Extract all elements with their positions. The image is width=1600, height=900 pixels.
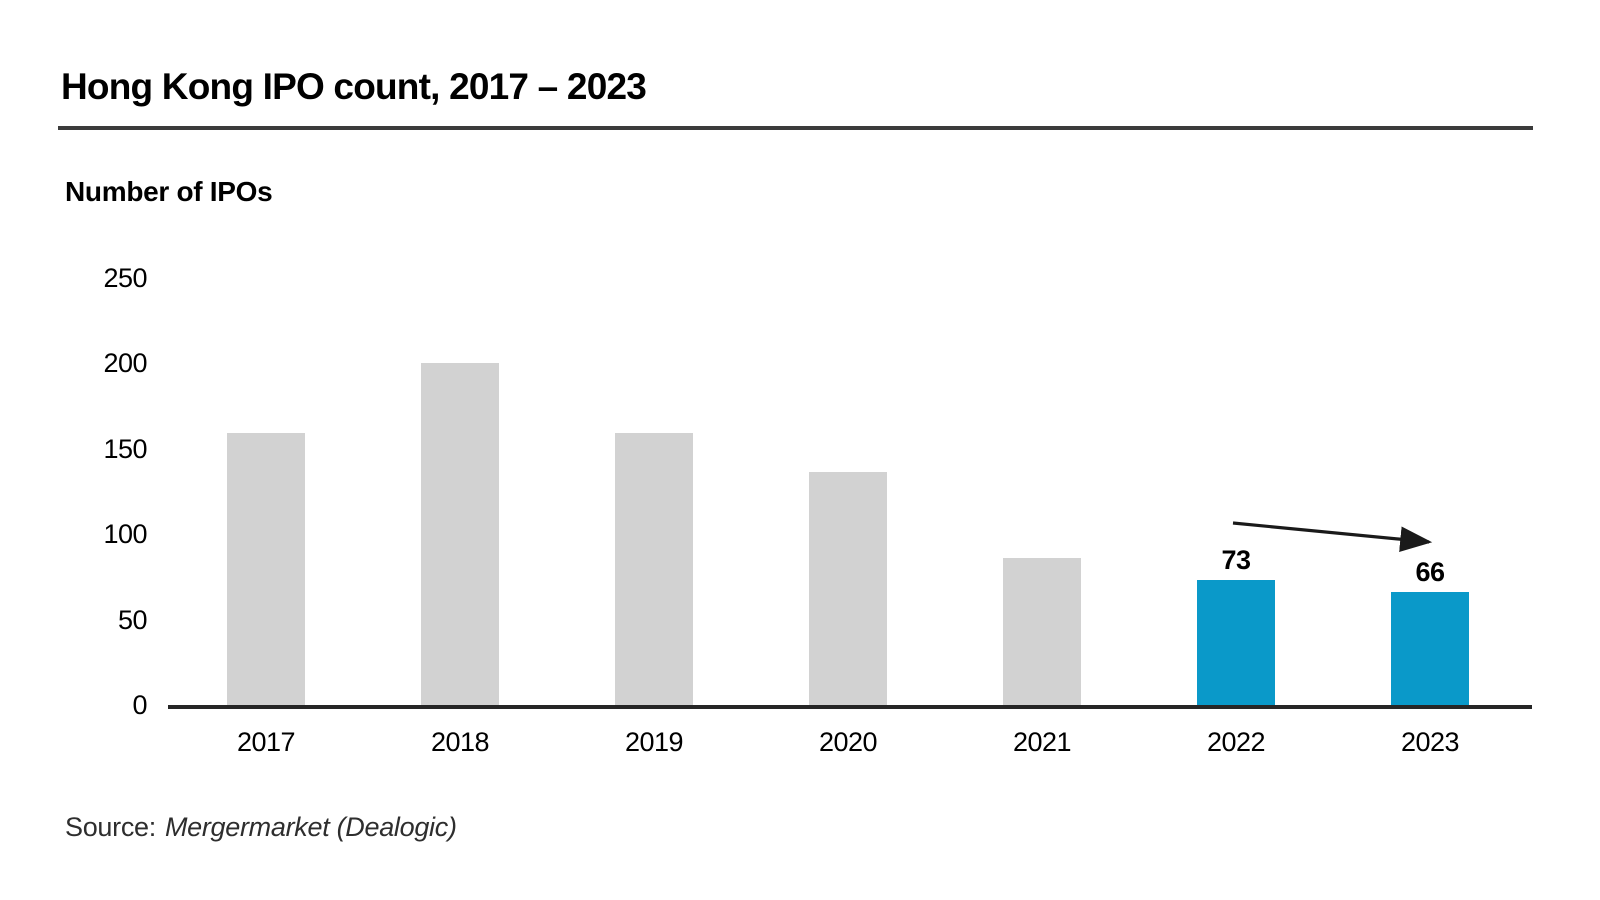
x-axis-line [168,705,1532,709]
bar-2020 [809,472,887,705]
title-rule [58,126,1533,130]
y-tick-150: 150 [103,433,147,464]
y-tick-200: 200 [103,348,147,378]
bar-2018 [421,363,499,705]
source-name-label: Mergermarket (Dealogic) [164,812,457,842]
x-tick-2020: 2020 [818,727,878,757]
x-tick-2023: 2023 [1400,727,1460,757]
y-tick-50: 50 [117,604,148,635]
x-tick-2022: 2022 [1206,727,1266,757]
bar-2021 [1003,558,1081,705]
y-tick-100: 100 [103,519,147,549]
source-note: Source: Mergermarket (Dealogic) [65,812,457,843]
bar-2023 [1391,592,1469,705]
bar-2022 [1197,580,1275,705]
y-tick-250: 250 [103,262,147,293]
y-axis-title: Number of IPOs [65,176,273,207]
chart-title: Hong Kong IPO count, 2017 – 2023 [61,66,647,107]
bar-value-label-2022: 73 [1221,545,1251,575]
source-prefix-label: Source: [65,812,156,842]
x-tick-2021: 2021 [1012,727,1072,757]
x-tick-2018: 2018 [430,727,490,757]
x-tick-2017: 2017 [236,727,296,757]
trend-arrow-icon [1232,521,1433,552]
bar-2017 [227,433,305,705]
y-tick-0: 0 [132,690,147,720]
bar-2019 [615,433,693,705]
bar-value-label-2023: 66 [1415,557,1445,587]
x-tick-2019: 2019 [624,727,684,757]
